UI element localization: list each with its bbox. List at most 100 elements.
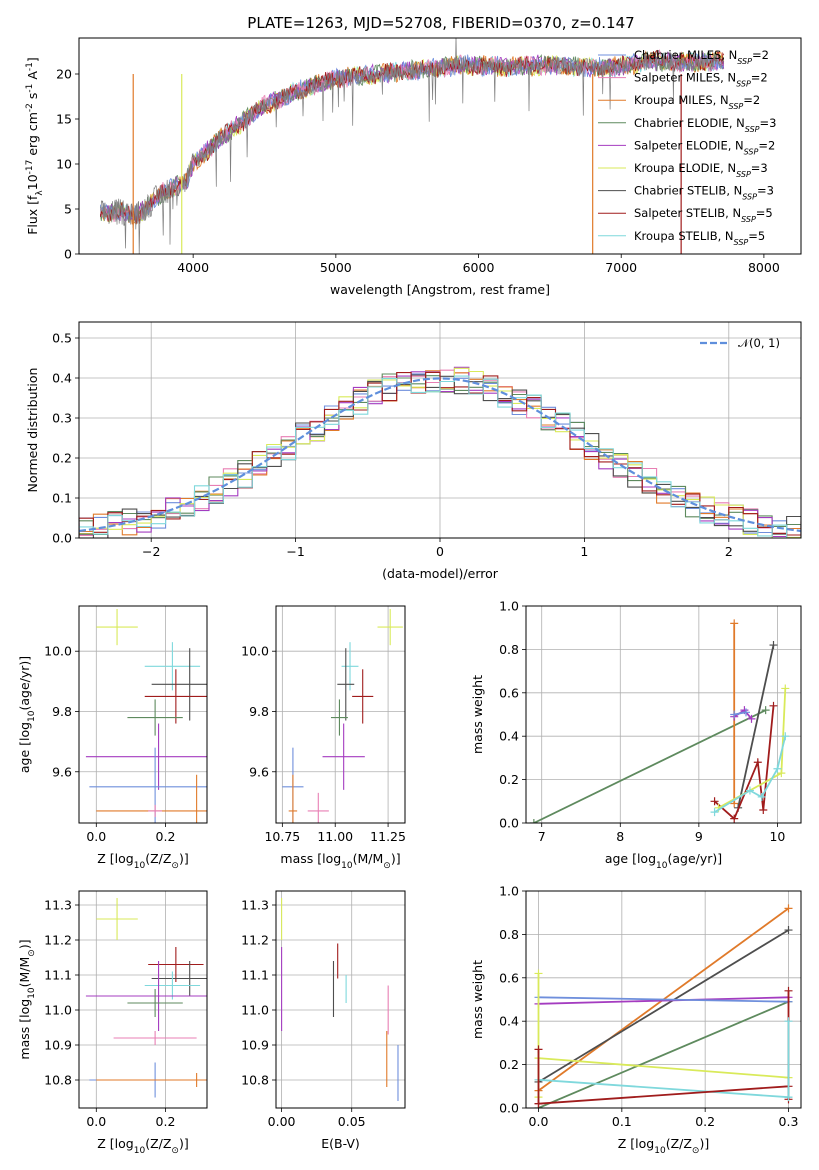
y-tick-label: 11.3: [44, 898, 72, 913]
y-tick-label: 0.2: [499, 1057, 519, 1072]
y-tick-label: 0.4: [499, 1014, 519, 1029]
mass-vs-ebv-panel: 0.00 0.05 10.8 10.9 11.0 11.1 11.2 11.3 E(B-V): [241, 890, 406, 1151]
line-chabrier_elodie: [538, 1000, 789, 1108]
y-tick-label: 1.0: [499, 599, 519, 614]
x-tick-label: 0: [436, 544, 444, 559]
line-salpeter_elodie: [538, 996, 789, 1005]
plus-marker: [757, 792, 766, 801]
line-chabrier_stelib: [737, 644, 775, 808]
residual-histogram-panel: −2 −1 0 1 2 0.0 0.1 0.2 0.3 0.4 0.5 (data-model)/er…: [25, 321, 802, 581]
y-tick-label: 10.9: [44, 1038, 72, 1053]
y-axis-label: Flux [fλ10-17 erg cm-2 s-1 A-1]: [25, 57, 45, 235]
x-tick-label: −1: [286, 544, 304, 559]
y-tick-label: 11.2: [44, 933, 72, 948]
y-tick-label: 11.2: [241, 933, 269, 948]
y-tick-label: 9.6: [249, 764, 269, 779]
y-tick-label: 11.1: [44, 968, 72, 983]
plus-marker: [784, 926, 793, 935]
plus-marker: [761, 706, 770, 715]
y-tick-label: 0.0: [52, 531, 72, 546]
legend-entry: Kroupa MILES, NSSP=2: [634, 93, 760, 111]
x-axis-label: E(B-V): [321, 1136, 360, 1151]
y-tick-label: 0.0: [499, 1101, 519, 1116]
plus-marker: [784, 1017, 793, 1026]
x-tick-label: 8: [616, 829, 624, 844]
line-chabrier_miles: [538, 996, 789, 1003]
legend-entry: 𝒩(0, 1): [738, 336, 780, 350]
line-chabrier_elodie: [533, 709, 766, 823]
plus-marker: [753, 758, 762, 767]
y-tick-label: 9.8: [52, 704, 72, 719]
plus-marker: [781, 684, 790, 693]
y-tick-label: 10.8: [44, 1073, 72, 1088]
y-tick-label: 11.3: [241, 898, 269, 913]
axes-frame: [78, 37, 802, 255]
x-tick-label: 0.1: [612, 1114, 632, 1129]
y-tick-label: 10: [56, 157, 72, 172]
x-tick-label: 8000: [748, 260, 780, 275]
x-tick-label: 0.0: [86, 829, 106, 844]
x-tick-label: 2: [725, 544, 733, 559]
x-tick-label: 11.25: [370, 829, 406, 844]
legend-entry: Kroupa ELODIE, NSSP=3: [634, 161, 768, 179]
y-tick-label: 11.0: [44, 1003, 72, 1018]
x-tick-label: 5000: [320, 260, 352, 275]
y-axis-label: mass [log10(M/M⊙)]: [17, 939, 37, 1059]
y-tick-label: 9.6: [52, 764, 72, 779]
spectrum-lines: [100, 38, 725, 254]
legend-entry: Kroupa STELIB, NSSP=5: [634, 229, 765, 247]
line-kroupa_stelib: [714, 735, 787, 813]
x-tick-label: −2: [142, 544, 160, 559]
line-salpeter_stelib: [714, 705, 775, 821]
error-bars: [85, 609, 207, 823]
plus-marker: [759, 805, 768, 814]
y-axis-label: mass weight: [470, 675, 485, 754]
y-tick-label: 0.1: [52, 491, 72, 506]
massweight-vs-age-panel: 7 8 9 10 0.0 0.2 0.4 0.6 0.8 1.0 age [log10(age/yr…: [470, 599, 802, 871]
x-tick-label: 0.0: [86, 1114, 106, 1129]
y-tick-label: 0.5: [52, 331, 72, 346]
plus-marker: [784, 904, 793, 913]
model-line-salpeter_stelib: [100, 49, 725, 224]
x-tick-label: 6000: [463, 260, 495, 275]
plus-marker: [769, 641, 778, 650]
x-tick-label: 11.00: [317, 829, 353, 844]
axes-frame: [78, 890, 208, 1109]
y-tick-label: 10.9: [241, 1038, 269, 1053]
y-tick-label: 0.8: [499, 927, 519, 942]
error-bars: [85, 898, 207, 1098]
x-axis-label: (data-model)/error: [382, 566, 499, 581]
plus-marker: [742, 708, 750, 717]
x-tick-label: 0.00: [268, 1114, 296, 1129]
mass-weight-lines: [534, 904, 793, 1108]
plus-marker: [745, 786, 754, 795]
mass-weight-lines: [529, 619, 790, 823]
plus-marker: [730, 710, 739, 719]
plus-marker: [534, 969, 543, 978]
plus-marker: [710, 808, 719, 817]
age-vs-Z-panel: 0.0 0.2 9.6 9.8 10.0 Z [log10(Z/Z⊙)] age [log1…: [17, 605, 208, 871]
histograms: [79, 366, 801, 538]
y-tick-label: 0: [64, 247, 72, 262]
y-tick-label: 0.3: [52, 411, 72, 426]
figure-title: PLATE=1263, MJD=52708, FIBERID=0370, z=0…: [247, 14, 634, 32]
x-tick-label: 9: [695, 829, 703, 844]
legend-entry: Salpeter STELIB, NSSP=5: [634, 206, 773, 224]
plus-marker: [534, 1045, 543, 1054]
spectrum-panel: 4000 5000 6000 7000 8000 0 5 10 15 20 wavelength […: [25, 37, 802, 297]
legend-entry: Chabrier ELODIE, NSSP=3: [634, 116, 776, 134]
x-axis-label: Z [log10(Z/Z⊙)]: [618, 1136, 709, 1156]
y-tick-label: 0.6: [499, 970, 519, 985]
x-tick-label: 0.2: [156, 829, 176, 844]
y-axis-label: mass weight: [470, 960, 485, 1039]
x-tick-label: 0.3: [779, 1114, 799, 1129]
y-tick-label: 11.0: [241, 1003, 269, 1018]
x-axis-label: age [log10(age/yr)]: [605, 851, 722, 871]
line-kroupa_stelib: [538, 1078, 789, 1099]
y-tick-label: 11.1: [241, 968, 269, 983]
plus-marker: [784, 986, 793, 995]
y-tick-label: 0.2: [499, 772, 519, 787]
x-tick-label: 4000: [177, 260, 209, 275]
x-tick-label: 0.2: [695, 1114, 715, 1129]
